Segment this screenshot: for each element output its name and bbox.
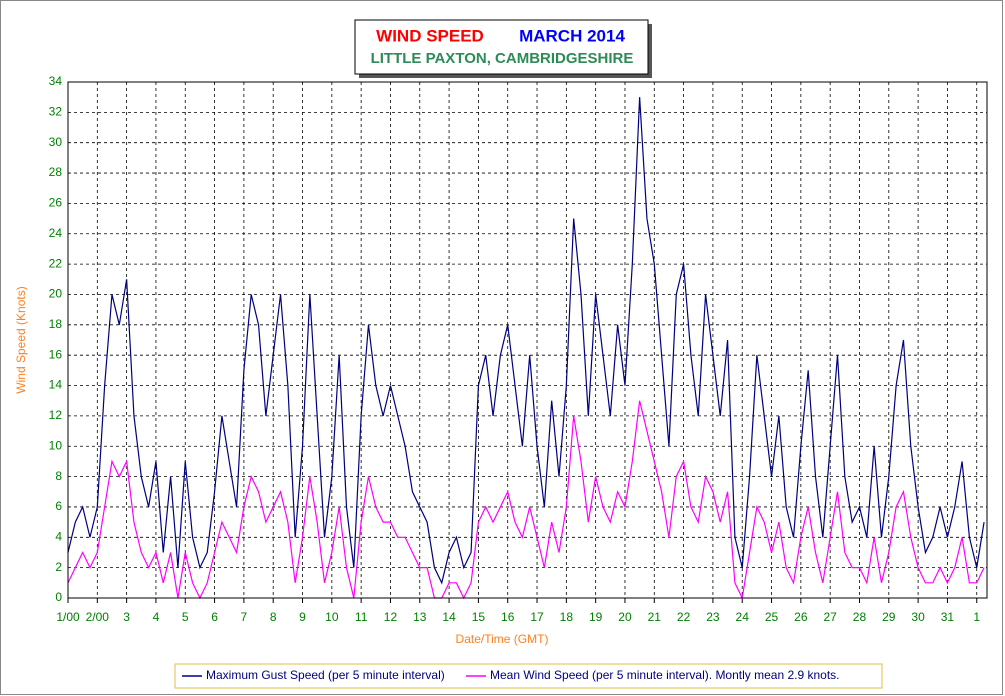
x-tick-label: 25 (765, 610, 779, 624)
x-tick-label: 2/00 (86, 610, 110, 624)
y-tick-label: 28 (49, 165, 63, 179)
x-tick-label: 16 (501, 610, 515, 624)
x-tick-label: 1/00 (56, 610, 80, 624)
x-tick-label: 13 (413, 610, 427, 624)
y-tick-label: 16 (49, 347, 63, 361)
x-tick-label: 23 (706, 610, 720, 624)
x-tick-label: 8 (270, 610, 277, 624)
plot-border (67, 81, 988, 599)
series-line (67, 97, 985, 585)
chart-title-date: MARCH 2014 (519, 26, 625, 45)
x-tick-label: 12 (384, 610, 398, 624)
y-tick-label: 10 (49, 438, 63, 452)
legend-label: Mean Wind Speed (per 5 minute interval).… (490, 668, 840, 682)
x-tick-label: 7 (241, 610, 248, 624)
x-tick-label: 5 (182, 610, 189, 624)
y-tick-label: 26 (49, 196, 63, 210)
x-tick-label: 9 (299, 610, 306, 624)
x-tick-label: 20 (618, 610, 632, 624)
y-tick-label: 6 (55, 499, 62, 513)
x-tick-label: 1 (973, 610, 980, 624)
y-tick-label: 18 (49, 317, 63, 331)
y-tick-label: 0 (55, 590, 62, 604)
x-tick-label: 21 (648, 610, 662, 624)
legend (174, 663, 883, 689)
x-tick-label: 6 (211, 610, 218, 624)
chart-title: WIND SPEED (376, 26, 484, 45)
x-tick-label: 27 (823, 610, 837, 624)
x-tick-label: 26 (794, 610, 808, 624)
x-tick-label: 22 (677, 610, 691, 624)
x-tick-label: 10 (325, 610, 339, 624)
x-tick-label: 18 (560, 610, 574, 624)
x-tick-label: 4 (153, 610, 160, 624)
x-tick-label: 15 (472, 610, 486, 624)
y-axis-label: Wind Speed (Knots) (14, 286, 28, 393)
x-tick-label: 19 (589, 610, 603, 624)
y-tick-label: 22 (49, 256, 63, 270)
x-tick-label: 30 (911, 610, 925, 624)
title-box (354, 19, 649, 75)
x-tick-label: 17 (530, 610, 544, 624)
chart-subtitle: LITTLE PAXTON, CAMBRIDGESHIRE (371, 50, 634, 67)
y-tick-label: 30 (49, 135, 63, 149)
x-tick-label: 24 (736, 610, 750, 624)
y-tick-label: 32 (49, 105, 63, 119)
y-tick-label: 34 (49, 74, 63, 88)
x-tick-label: 11 (355, 610, 368, 624)
y-tick-label: 4 (55, 529, 62, 543)
x-tick-label: 3 (123, 610, 130, 624)
y-tick-label: 2 (55, 560, 62, 574)
x-tick-label: 31 (941, 610, 955, 624)
x-axis-label: Date/Time (GMT) (456, 632, 549, 646)
y-tick-label: 8 (55, 469, 62, 483)
legend-label: Maximum Gust Speed (per 5 minute interva… (206, 668, 445, 682)
x-tick-label: 14 (442, 610, 456, 624)
series-line (67, 400, 985, 600)
x-tick-label: 29 (882, 610, 896, 624)
y-tick-label: 12 (49, 408, 63, 422)
x-tick-label: 28 (853, 610, 867, 624)
y-tick-label: 20 (49, 287, 63, 301)
y-tick-label: 24 (49, 226, 63, 240)
y-tick-label: 14 (49, 378, 63, 392)
